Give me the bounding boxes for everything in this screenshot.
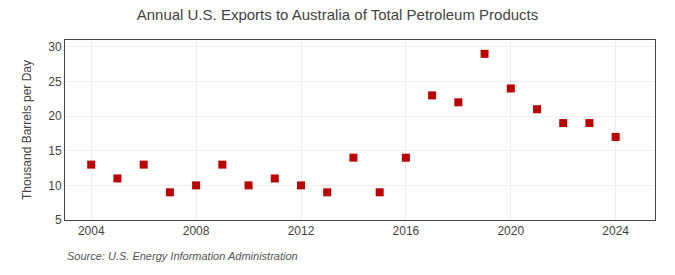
svg-text:25: 25 <box>48 75 62 89</box>
svg-text:30: 30 <box>48 40 62 54</box>
svg-text:Source: U.S. Energy Informatio: Source: U.S. Energy Information Administ… <box>67 250 298 262</box>
svg-text:5: 5 <box>55 213 62 227</box>
svg-text:20: 20 <box>48 109 62 123</box>
svg-text:15: 15 <box>48 144 62 158</box>
svg-text:2012: 2012 <box>288 224 315 238</box>
svg-text:2004: 2004 <box>78 224 105 238</box>
svg-text:2008: 2008 <box>183 224 210 238</box>
svg-text:2016: 2016 <box>393 224 420 238</box>
svg-text:2024: 2024 <box>602 224 629 238</box>
svg-text:10: 10 <box>48 179 62 193</box>
svg-text:Annual U.S. Exports to Austral: Annual U.S. Exports to Australia of Tota… <box>137 6 539 23</box>
svg-text:Thousand Barrels per Day: Thousand Barrels per Day <box>20 60 34 200</box>
svg-text:2020: 2020 <box>497 224 524 238</box>
